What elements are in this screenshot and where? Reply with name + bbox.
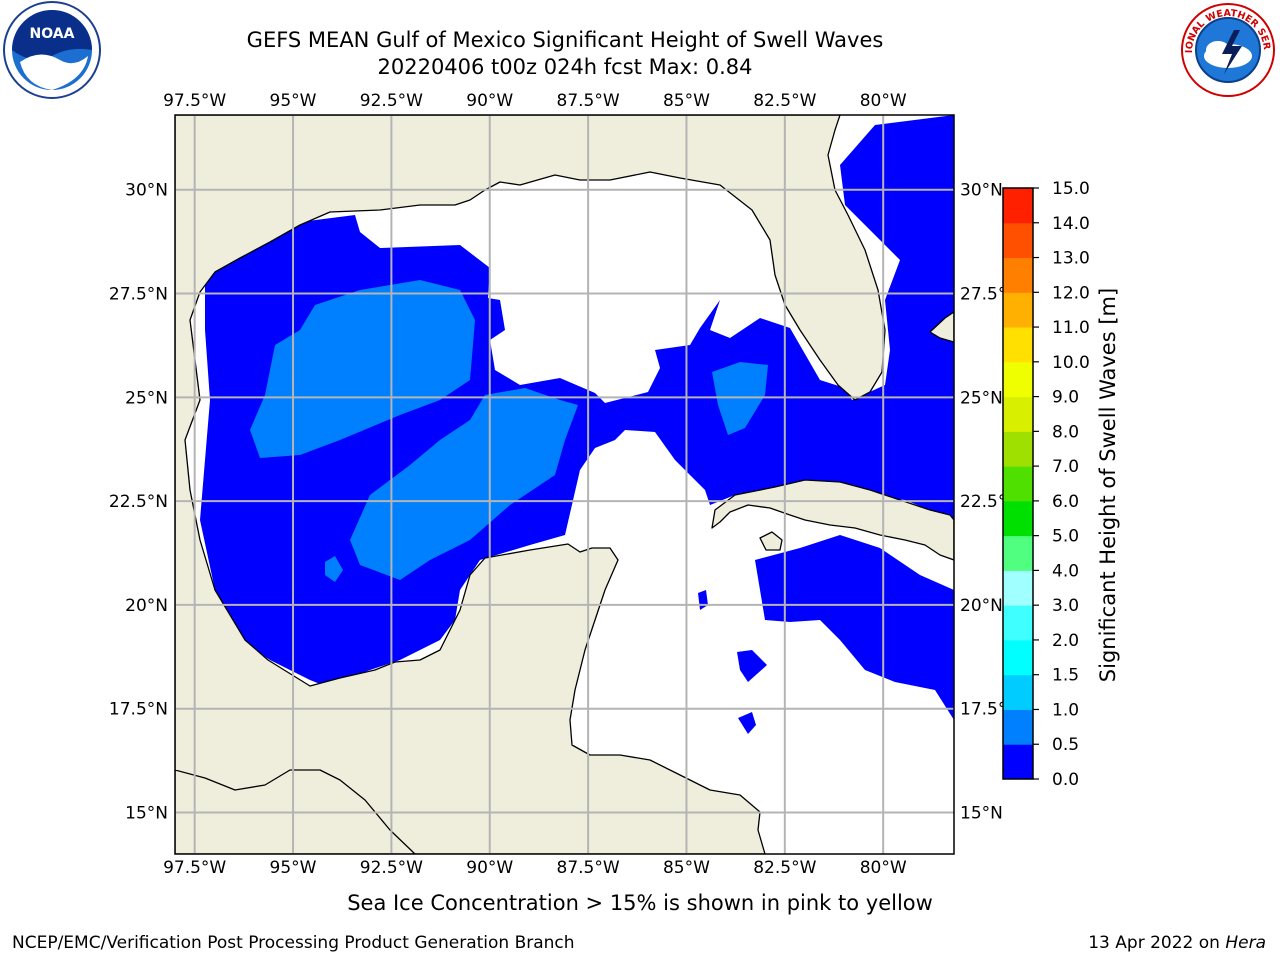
colorbar-ticks: 0.0 0.5 1.0 1.5 2.0 3.0 4.0 5.0 6.0 7.0 8.0 9.0 10.0… — [1033, 179, 1090, 790]
colorbar-bin — [1003, 396, 1033, 432]
lat-label-left: 25°N — [125, 388, 168, 408]
colorbar-tick-label: 12.0 — [1052, 283, 1090, 303]
colorbar-bin — [1003, 570, 1033, 606]
noaa-logo-text: NOAA — [30, 26, 75, 42]
colorbar-bin — [1003, 500, 1033, 537]
colorbar-bin — [1003, 361, 1033, 398]
swell-area-patch-2 — [738, 712, 756, 734]
lon-labels-top: 97.5°W 95°W 92.5°W 90°W 87.5°W 85°W 82.5°W 80°W — [163, 91, 907, 111]
colorbar-tick-label: 5.0 — [1052, 527, 1079, 547]
map-frame — [174, 114, 955, 855]
land-bahamas — [929, 311, 954, 343]
lat-label-right: 25°N — [960, 388, 1003, 408]
swell-area-dot — [325, 556, 343, 582]
footer-machine: Hera — [1225, 933, 1266, 953]
lat-label-left: 15°N — [125, 803, 168, 823]
lon-label-bottom: 80°W — [860, 858, 907, 878]
footer-date: 13 Apr 2022 on Hera — [1088, 932, 1266, 954]
colorbar-bin — [1003, 535, 1033, 571]
colorbar-bin — [1003, 605, 1033, 641]
land-isle-of-youth — [759, 531, 783, 551]
lon-label-bottom: 92.5°W — [360, 858, 423, 878]
swell-area-south-core — [350, 388, 578, 580]
colorbar-bin — [1003, 257, 1033, 293]
colorbar-tick-label: 2.0 — [1052, 631, 1079, 651]
lat-label-left: 27.5°N — [109, 285, 168, 305]
colorbar-tick-label: 4.0 — [1052, 561, 1079, 581]
colorbar-tick-label: 6.0 — [1052, 492, 1079, 512]
swell-area-patch-1 — [737, 650, 767, 682]
swell-area-cuba-north — [712, 362, 768, 435]
lon-label-top: 87.5°W — [557, 91, 620, 111]
lat-label-right: 30°N — [960, 181, 1003, 201]
lat-label-left: 20°N — [125, 596, 168, 616]
colorbar-tick-label: 7.0 — [1052, 457, 1079, 477]
lon-label-top: 97.5°W — [163, 91, 226, 111]
lon-label-top: 80°W — [860, 91, 907, 111]
colorbar-bin — [1003, 639, 1033, 676]
map-subtitle: 20220406 t00z 024h fcst Max: 0.84 — [377, 55, 753, 79]
colorbar-bin — [1003, 744, 1033, 780]
colorbar-tick-label: 1.0 — [1052, 700, 1079, 720]
colorbar-tick-label: 9.0 — [1052, 388, 1079, 408]
colorbar-bin — [1003, 674, 1033, 710]
lon-label-bottom: 85°W — [663, 858, 710, 878]
lon-label-top: 90°W — [466, 91, 513, 111]
lon-label-bottom: 90°W — [466, 858, 513, 878]
colorbar-tick-label: 0.0 — [1052, 770, 1079, 790]
colorbar-bin — [1003, 327, 1033, 363]
colorbar-bin — [1003, 292, 1033, 328]
lat-label-left: 30°N — [125, 181, 168, 201]
footer-credit: NCEP/EMC/Verification Post Processing Pr… — [12, 933, 575, 953]
lon-label-top: 95°W — [270, 91, 317, 111]
colorbar-bin — [1003, 222, 1033, 259]
lon-labels-bottom: 97.5°W 95°W 92.5°W 90°W 87.5°W 85°W 82.5°W 80°W — [163, 858, 907, 878]
lon-label-bottom: 82.5°W — [753, 858, 816, 878]
colorbar — [1003, 188, 1033, 780]
colorbar-frame — [1002, 187, 1034, 780]
lat-label-left: 22.5°N — [109, 492, 168, 512]
lat-label-right: 20°N — [960, 596, 1003, 616]
colorbar-tick-label: 0.5 — [1052, 735, 1079, 755]
colorbar-tick-label: 11.0 — [1052, 318, 1090, 338]
lon-label-top: 85°W — [663, 91, 710, 111]
colorbar-tick-label: 10.0 — [1052, 353, 1090, 373]
colorbar-tick-label: 15.0 — [1052, 179, 1090, 199]
colorbar-bin — [1003, 188, 1033, 224]
swell-area-west-core — [250, 280, 475, 458]
colorbar-bin — [1003, 709, 1033, 745]
footer-date-text: 13 Apr 2022 on — [1088, 933, 1226, 953]
colorbar-tick-label: 8.0 — [1052, 422, 1079, 442]
sea-ice-note: Sea Ice Concentration > 15% is shown in … — [347, 891, 933, 915]
swell-area-caribbean — [755, 535, 954, 720]
colorbar-label: Significant Height of Swell Waves [m] — [1096, 287, 1120, 683]
colorbar-bin — [1003, 431, 1033, 467]
colorbar-tick-label: 1.5 — [1052, 666, 1079, 686]
lon-label-bottom: 97.5°W — [163, 858, 226, 878]
land-cuba — [711, 479, 954, 561]
colorbar-tick-label: 13.0 — [1052, 249, 1090, 269]
lat-label-right: 15°N — [960, 803, 1003, 823]
lat-labels-left: 30°N 27.5°N 25°N 22.5°N 20°N 17.5°N 15°N — [109, 181, 168, 824]
colorbar-tick-label: 3.0 — [1052, 596, 1079, 616]
nws-logo-icon: NATIONAL WEATHER SERVICE — [1178, 0, 1275, 97]
colorbar-tick-label: 14.0 — [1052, 214, 1090, 234]
lon-label-top: 92.5°W — [360, 91, 423, 111]
graticule — [175, 115, 954, 854]
noaa-logo-icon: NOAA — [3, 1, 101, 99]
colorbar-bin — [1003, 466, 1033, 502]
lon-label-bottom: 87.5°W — [557, 858, 620, 878]
map-title: GEFS MEAN Gulf of Mexico Significant Hei… — [246, 28, 884, 52]
lat-label-left: 17.5°N — [109, 700, 168, 720]
lon-label-bottom: 95°W — [270, 858, 317, 878]
lon-label-top: 82.5°W — [753, 91, 816, 111]
